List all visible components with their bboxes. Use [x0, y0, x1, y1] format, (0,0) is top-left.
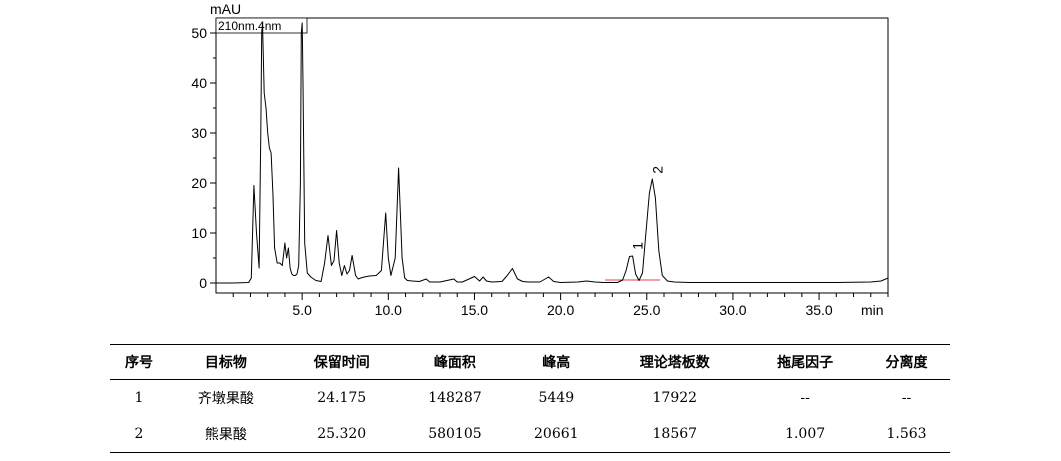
- cell-resolution: 1.563: [863, 416, 950, 453]
- y-tick-label: 30: [191, 125, 207, 141]
- chromatogram-trace: [216, 22, 889, 284]
- x-tick-label: 10.0: [375, 302, 402, 318]
- x-tick-label: 15.0: [461, 302, 488, 318]
- y-axis: 0 10 20 30 40 50: [191, 25, 216, 291]
- table-row: 1 齐墩果酸 24.175 148287 5449 17922 -- --: [110, 380, 950, 417]
- y-tick-label: 50: [191, 25, 207, 41]
- cell-resolution: --: [901, 390, 912, 406]
- cell-target: 齐墩果酸: [197, 391, 254, 407]
- cell-peak-area: 148287: [428, 390, 482, 406]
- header-peak-height: 峰高: [510, 344, 603, 380]
- x-axis: 5.0 10.0 15.0 20.0 25.0 30.0 35.0: [232, 293, 889, 318]
- header-target: 目标物: [167, 344, 284, 380]
- peak-labels: 12: [630, 166, 666, 250]
- y-tick-label: 40: [191, 75, 207, 91]
- x-tick-label: 20.0: [547, 302, 574, 318]
- cell-tailing-factor: --: [800, 390, 810, 406]
- cell-theoretical-plates: 18567: [602, 416, 748, 453]
- x-tick-label: 5.0: [292, 302, 312, 318]
- y-axis-label: mAU: [210, 1, 241, 17]
- y-tick-label: 10: [191, 225, 207, 241]
- detector-label: 210nm.4nm: [218, 19, 281, 33]
- peak-label: 2: [649, 166, 665, 174]
- x-tick-label: 30.0: [719, 302, 746, 318]
- header-retention-time: 保留时间: [283, 344, 400, 380]
- cell-theoretical-plates: 17922: [652, 390, 698, 406]
- table-row: 2 熊果酸 25.320 580105 20661 18567 1.007 1.…: [110, 416, 950, 453]
- cell-target: 熊果酸: [167, 416, 284, 453]
- x-tick-label: 25.0: [633, 302, 660, 318]
- y-tick-label: 0: [199, 275, 207, 291]
- header-theoretical-plates: 理论塔板数: [602, 344, 748, 380]
- cell-no: 1: [134, 390, 144, 406]
- cell-peak-height: 20661: [510, 416, 603, 453]
- cell-peak-height: 5449: [538, 390, 575, 406]
- table-header-row: 序号 目标物 保留时间 峰面积 峰高 理论塔板数 拖尾因子 分离度: [110, 344, 950, 380]
- x-tick-label: 35.0: [805, 302, 832, 318]
- header-no: 序号: [110, 344, 168, 380]
- y-tick-label: 20: [191, 175, 207, 191]
- cell-tailing-factor: 1.007: [747, 416, 864, 453]
- cell-no: 2: [110, 416, 168, 453]
- cell-retention-time: 25.320: [283, 416, 400, 453]
- header-tailing-factor: 拖尾因子: [747, 344, 864, 380]
- header-peak-area: 峰面积: [399, 344, 511, 380]
- header-resolution: 分离度: [863, 344, 950, 380]
- peak-label: 1: [630, 242, 646, 250]
- x-axis-label: min: [861, 302, 884, 318]
- cell-retention-time: 24.175: [317, 390, 367, 406]
- cell-peak-area: 580105: [399, 416, 511, 453]
- plot-frame: [215, 17, 889, 294]
- peak-table: 序号 目标物 保留时间 峰面积 峰高 理论塔板数 拖尾因子 分离度 1 齐墩果酸…: [110, 344, 950, 453]
